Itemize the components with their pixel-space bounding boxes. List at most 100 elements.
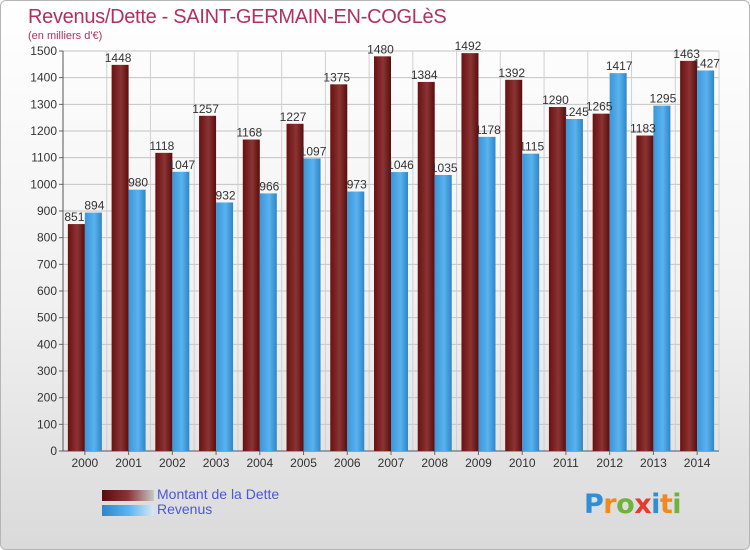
data-label-revenus: 932 [216, 188, 236, 202]
bar-dette [155, 152, 173, 451]
chart-subtitle: (en milliers d'€) [28, 30, 103, 42]
bar-revenus [216, 202, 234, 451]
data-label-dette: 1448 [105, 51, 132, 65]
y-tick-label: 900 [37, 204, 57, 218]
y-tick-label: 600 [37, 284, 57, 298]
bar-dette [111, 64, 129, 451]
data-label-dette: 1257 [192, 102, 219, 116]
bar-dette [680, 60, 698, 451]
x-tick-label: 2004 [246, 456, 273, 470]
x-tick-label: 2011 [553, 456, 579, 470]
y-tick-label: 1200 [30, 124, 57, 138]
data-label-dette: 1375 [323, 70, 350, 84]
legend-label-debt: Montant de la Dette [157, 486, 280, 502]
data-label-dette: 1492 [455, 39, 482, 53]
data-label-revenus: 1046 [387, 158, 414, 172]
data-label-revenus: 894 [84, 199, 104, 213]
y-tick-label: 1300 [30, 97, 57, 111]
x-tick-label: 2009 [465, 456, 492, 470]
bar-revenus [565, 119, 583, 451]
x-tick-label: 2012 [596, 456, 623, 470]
data-label-revenus: 1245 [562, 105, 589, 119]
x-tick-label: 2001 [115, 456, 142, 470]
x-tick-label: 2014 [684, 456, 711, 470]
bar-dette [592, 113, 610, 452]
bar-dette [417, 81, 435, 451]
bar-revenus [609, 73, 627, 451]
bar-dette [199, 115, 217, 452]
data-label-dette: 1183 [630, 122, 656, 136]
bar-dette [242, 139, 260, 452]
bar-revenus [303, 158, 321, 451]
data-label-revenus: 1295 [650, 92, 677, 106]
bar-revenus [259, 193, 277, 451]
data-label-revenus: 966 [259, 179, 279, 193]
data-label-revenus: 1097 [300, 144, 327, 158]
bar-revenus [653, 105, 671, 452]
data-label-revenus: 1047 [168, 158, 195, 172]
x-tick-label: 2003 [203, 456, 230, 470]
proxiti-logo: Proxiti [584, 489, 682, 520]
data-label-revenus: 980 [128, 176, 148, 190]
x-tick-label: 2002 [159, 456, 186, 470]
data-label-revenus: 1035 [431, 161, 458, 175]
y-tick-label: 200 [37, 391, 57, 405]
logo-letter: o [616, 489, 635, 520]
bar-revenus [84, 212, 102, 451]
data-label-revenus: 1417 [606, 59, 633, 73]
data-label-dette: 1168 [236, 126, 262, 140]
bar-revenus [128, 189, 146, 451]
y-tick-label: 800 [37, 231, 57, 245]
data-label-dette: 1392 [498, 66, 525, 80]
y-tick-label: 300 [37, 364, 57, 378]
x-tick-label: 2000 [72, 456, 99, 470]
bar-dette [505, 79, 523, 452]
y-tick-label: 1400 [30, 71, 57, 85]
legend-swatch-revenus [102, 505, 154, 516]
data-label-dette: 851 [64, 210, 84, 224]
y-tick-label: 0 [50, 444, 57, 458]
data-label-dette: 1480 [367, 42, 394, 56]
y-tick-label: 1000 [30, 177, 57, 191]
logo-letter: r [603, 489, 617, 520]
logo-letter: t [659, 489, 673, 520]
y-tick-label: 700 [37, 257, 57, 271]
data-label-revenus: 973 [347, 178, 367, 192]
bar-revenus [522, 153, 540, 451]
bar-revenus [172, 171, 190, 452]
logo-letter: i [672, 489, 682, 520]
y-tick-label: 400 [37, 337, 57, 351]
y-tick-label: 1500 [30, 44, 57, 58]
bar-dette [330, 84, 348, 451]
data-label-dette: 1463 [673, 47, 700, 61]
y-tick-label: 1100 [31, 151, 57, 165]
bar-revenus [391, 172, 408, 452]
x-tick-label: 2006 [334, 456, 361, 470]
data-label-revenus: 1178 [475, 123, 501, 137]
bar-dette [286, 123, 304, 452]
x-tick-label: 2013 [640, 456, 667, 470]
logo-letter: x [634, 489, 652, 520]
data-label-dette: 1227 [280, 110, 307, 124]
y-tick-label: 100 [37, 417, 57, 431]
y-tick-label: 500 [37, 311, 57, 325]
logo-letter: i [651, 489, 660, 520]
legend-label-revenus: Revenus [157, 501, 213, 517]
x-tick-label: 2007 [378, 456, 405, 470]
data-label-dette: 1290 [542, 93, 569, 107]
bar-dette [461, 53, 479, 452]
logo-letter: P [584, 489, 604, 520]
bar-revenus [434, 175, 452, 451]
bar-revenus [697, 70, 715, 451]
bar-dette [636, 135, 654, 452]
bar-dette [374, 56, 391, 451]
x-tick-label: 2010 [509, 456, 536, 470]
x-tick-label: 2005 [290, 456, 317, 470]
data-label-revenus: 1115 [519, 140, 544, 154]
bar-dette [548, 107, 566, 451]
chart-title: Revenus/Dette - SAINT-GERMAIN-EN-COGLèS [28, 6, 447, 28]
x-tick-label: 2008 [421, 456, 448, 470]
bar-revenus [347, 191, 365, 452]
